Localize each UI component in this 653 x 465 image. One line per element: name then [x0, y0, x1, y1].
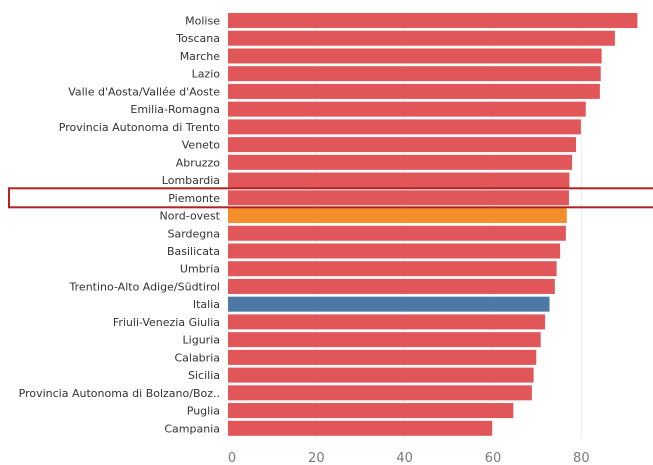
category-label-sardegna: Sardegna	[168, 227, 221, 240]
bar-italia[interactable]	[228, 296, 550, 312]
bar-abruzzo[interactable]	[228, 154, 573, 170]
category-label-piemonte: Piemonte	[168, 192, 220, 205]
x-axis: 0 20 40 60 80	[228, 451, 590, 465]
x-tick-label-60: 60	[485, 451, 502, 465]
x-tick-label-0: 0	[228, 451, 236, 465]
category-label-lazio: Lazio	[192, 68, 221, 81]
bar-veneto[interactable]	[228, 137, 577, 153]
category-label-valle-d-aosta-vallee-d-aoste: Valle d'Aosta/Vallée d'Aoste	[68, 85, 220, 98]
category-label-provincia-autonoma-di-bolzano-boz: Provincia Autonoma di Bolzano/Boz..	[19, 387, 220, 400]
category-label-puglia: Puglia	[187, 405, 220, 418]
bar-molise[interactable]	[228, 13, 638, 28]
bar-campania[interactable]	[228, 420, 493, 436]
bar-piemonte[interactable]	[228, 190, 569, 206]
category-label-italia: Italia	[193, 298, 220, 311]
bar-liguria[interactable]	[228, 332, 541, 348]
bar-calabria[interactable]	[228, 349, 537, 365]
bar-friuli-venezia-giulia[interactable]	[228, 314, 546, 330]
bar-puglia[interactable]	[228, 403, 514, 419]
bar-valle-d-aosta-vallee-d-aoste[interactable]	[228, 83, 600, 99]
category-label-calabria: Calabria	[174, 351, 220, 364]
category-label-campania: Campania	[164, 422, 220, 435]
bar-trentino-alto-adige-sudtirol[interactable]	[228, 278, 555, 294]
category-label-umbria: Umbria	[180, 263, 220, 276]
category-labels: Molise Toscana Marche Lazio Valle d'Aosta/Va…	[19, 15, 221, 436]
category-label-veneto: Veneto	[182, 139, 220, 152]
category-label-emilia-romagna: Emilia-Romagna	[130, 103, 220, 116]
category-label-abruzzo: Abruzzo	[176, 156, 221, 169]
bar-basilicata[interactable]	[228, 243, 561, 259]
bar-emilia-romagna[interactable]	[228, 101, 586, 117]
category-label-trentino-alto-adige-sudtirol: Trentino-Alto Adige/Südtirol	[69, 280, 220, 293]
category-label-liguria: Liguria	[183, 334, 220, 347]
bar-umbria[interactable]	[228, 261, 557, 277]
category-label-toscana: Toscana	[175, 32, 220, 45]
bar-nord-ovest[interactable]	[228, 208, 567, 224]
bars	[228, 13, 638, 436]
category-label-sicilia: Sicilia	[188, 369, 220, 382]
bar-sicilia[interactable]	[228, 367, 534, 383]
bar-provincia-autonoma-di-trento[interactable]	[228, 119, 581, 135]
bar-marche[interactable]	[228, 48, 602, 64]
bar-lombardia[interactable]	[228, 172, 570, 188]
grid-lines	[315, 11, 582, 439]
x-tick-label-20: 20	[308, 451, 325, 465]
category-label-provincia-autonoma-di-trento: Provincia Autonoma di Trento	[59, 121, 220, 134]
category-label-friuli-venezia-giulia: Friuli-Venezia Giulia	[113, 316, 220, 329]
x-tick-label-80: 80	[573, 451, 590, 465]
bar-lazio[interactable]	[228, 66, 601, 82]
category-label-lombardia: Lombardia	[162, 174, 220, 187]
bar-toscana[interactable]	[228, 30, 615, 46]
category-label-basilicata: Basilicata	[167, 245, 220, 258]
category-label-molise: Molise	[185, 15, 220, 28]
bar-sardegna[interactable]	[228, 225, 566, 241]
category-label-nord-ovest: Nord-ovest	[160, 210, 221, 223]
x-tick-label-40: 40	[396, 451, 413, 465]
category-label-marche: Marche	[180, 50, 221, 63]
piemonte-highlight-frame	[8, 187, 653, 209]
bar-provincia-autonoma-di-bolzano-boz[interactable]	[228, 385, 532, 401]
